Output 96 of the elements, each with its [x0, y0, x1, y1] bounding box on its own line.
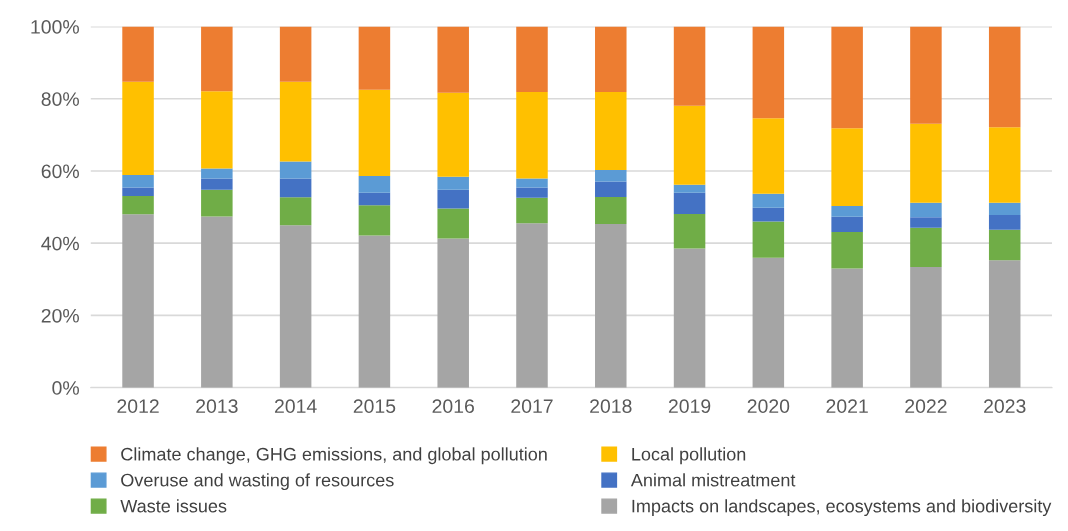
bar	[201, 189, 233, 217]
bar	[516, 197, 548, 224]
bar	[673, 184, 706, 193]
bar	[122, 26, 154, 82]
y-tick-label: 0%	[52, 381, 79, 395]
bar	[122, 174, 154, 188]
bar	[437, 92, 469, 177]
legend-label: Animal mistreatment	[630, 473, 796, 487]
legend-label: Overuse and wasting of resources	[121, 473, 394, 491]
bar	[910, 267, 942, 388]
y-tick-label: 100%	[31, 20, 79, 34]
bar	[831, 268, 863, 388]
bar	[516, 223, 548, 388]
x-tick-label: 2017	[511, 399, 553, 414]
bar	[988, 26, 1021, 128]
bar	[201, 168, 233, 179]
bar	[988, 229, 1021, 261]
x-tick-label: 2015	[353, 399, 396, 414]
bar	[516, 26, 548, 92]
bar	[516, 187, 548, 198]
bar	[279, 26, 312, 82]
bar	[437, 208, 469, 239]
bar	[122, 81, 154, 175]
bar	[279, 178, 312, 198]
y-tick-label: 80%	[41, 92, 79, 106]
bar	[201, 216, 233, 388]
x-tick-label: 2018	[590, 399, 632, 414]
legend-label: Impacts on landscapes, ecosystems and biodiversity	[632, 499, 1052, 517]
x-tick-label: 2014	[274, 399, 317, 414]
legend-label: Climate change, GHG emissions, and global pollution	[121, 447, 547, 465]
bar	[595, 224, 627, 388]
bar	[437, 26, 469, 93]
bar	[831, 26, 863, 129]
bar	[279, 81, 312, 162]
bar	[595, 169, 627, 182]
bar	[595, 91, 627, 170]
bar	[358, 176, 391, 193]
bar	[988, 202, 1021, 216]
bar	[437, 238, 469, 388]
y-tick-label: 20%	[41, 308, 79, 323]
bar	[516, 91, 548, 179]
bar	[437, 176, 469, 190]
bar	[437, 189, 469, 209]
bar	[673, 105, 706, 185]
bar	[910, 202, 942, 218]
bar	[279, 225, 312, 388]
bar	[910, 227, 942, 268]
bar	[201, 91, 233, 169]
bar	[752, 221, 785, 258]
bar	[201, 178, 233, 190]
y-tick-label: 60%	[41, 164, 79, 179]
bar	[595, 26, 627, 92]
legend-label: Waste issues	[120, 499, 227, 513]
bar	[988, 127, 1021, 203]
bar	[358, 205, 391, 236]
bar	[752, 257, 785, 388]
bar	[201, 26, 233, 92]
bar	[595, 181, 627, 197]
bar	[910, 123, 942, 203]
bar	[673, 192, 706, 214]
bar	[673, 248, 706, 388]
x-tick-label: 2020	[747, 399, 790, 414]
bar	[279, 197, 312, 226]
bar	[516, 178, 548, 188]
x-tick-label: 2013	[196, 399, 238, 414]
bar	[122, 187, 154, 196]
bar	[358, 26, 391, 90]
x-tick-label: 2019	[668, 399, 711, 414]
bar	[831, 206, 863, 217]
bar	[595, 196, 627, 225]
bar	[122, 195, 154, 215]
x-tick-label: 2023	[984, 399, 1026, 414]
bar	[122, 214, 154, 388]
bar	[358, 235, 391, 388]
x-tick-label: 2012	[117, 399, 159, 414]
bar	[752, 207, 785, 222]
bar	[752, 26, 785, 119]
bar	[831, 216, 863, 232]
bar	[358, 192, 391, 206]
bar	[673, 26, 706, 106]
x-tick-label: 2022	[905, 399, 947, 414]
bar	[831, 232, 863, 269]
bar	[752, 118, 785, 194]
legend-label: Local pollution	[632, 447, 746, 465]
x-tick-label: 2016	[432, 399, 474, 414]
bar	[358, 89, 391, 177]
bar	[910, 217, 942, 228]
bar	[831, 128, 863, 207]
bar	[673, 213, 706, 249]
bar	[988, 215, 1021, 230]
bar	[279, 161, 312, 179]
bar	[910, 26, 942, 124]
y-tick-label: 40%	[41, 236, 79, 251]
x-tick-label: 2021	[826, 399, 868, 414]
bar	[752, 193, 785, 208]
bar	[988, 260, 1021, 388]
